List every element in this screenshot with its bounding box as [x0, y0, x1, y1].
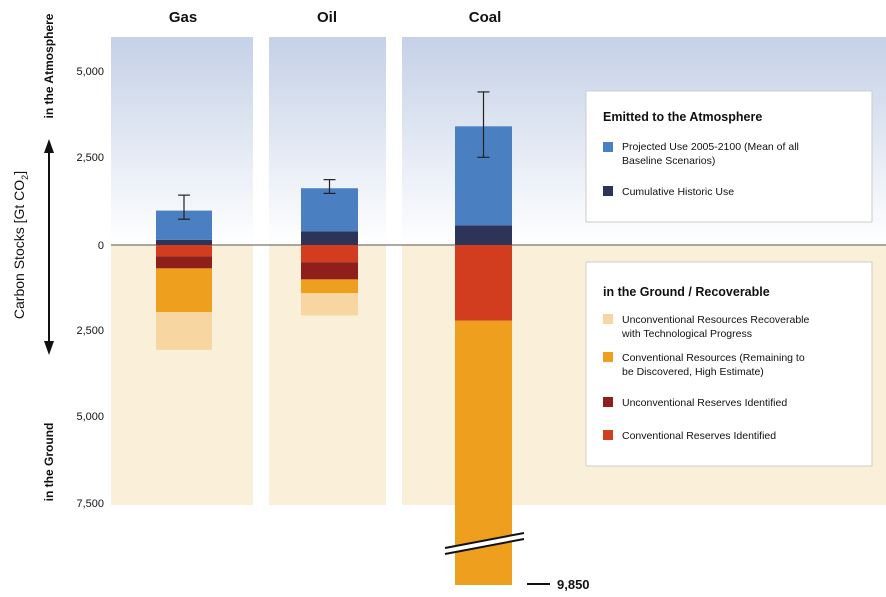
- arrow-head-up: [44, 139, 54, 153]
- axis-break-line: [444, 538, 525, 555]
- bar-segment-gas-cumulative-historic-use: [156, 239, 212, 245]
- bar-segment-coal-cumulative-historic-use: [455, 225, 512, 245]
- direction-arrow: [44, 139, 54, 355]
- legend-label-conv-reserves: Conventional Reserves Identified: [622, 430, 776, 442]
- ytick-label: 7,500: [76, 498, 104, 510]
- panel-title-gas: Gas: [169, 9, 197, 26]
- legend-swatch-conv-resources: [603, 352, 613, 362]
- y-axis-label-close: ]: [11, 171, 27, 175]
- panel-title-oil: Oil: [317, 9, 337, 26]
- bar-segment-oil-conventional-resources-remaining-to-be-discovered-high-estimate: [301, 279, 358, 294]
- coal-bottom-label: 9,850: [557, 577, 590, 592]
- arrow-head-down: [44, 341, 54, 355]
- legend-label-unconv-resources: Unconventional Resources Recoverable wit…: [621, 314, 812, 340]
- down-label: in the Ground: [42, 423, 56, 502]
- ytick-label: 2,500: [76, 152, 104, 164]
- legend-ground-title: in the Ground / Recoverable: [603, 285, 770, 299]
- axis-break-line: [444, 532, 525, 549]
- up-label: in the Atmosphere: [42, 13, 56, 118]
- legend-label-historic-use: Cumulative Historic Use: [622, 186, 734, 198]
- atmosphere-background: [111, 37, 253, 245]
- ytick-label: 5,000: [76, 66, 104, 78]
- y-axis-label-subscript: 2: [20, 175, 30, 180]
- bar-segment-gas-unconventional-resources-recoverable-with-technological-progress: [156, 312, 212, 350]
- legend-label-line: Conventional Resources (Remaining to: [622, 352, 805, 364]
- legend-label-line: be Discovered, High Estimate): [622, 366, 764, 378]
- y-axis-label: Carbon Stocks [Gt CO2]: [11, 171, 30, 319]
- y-axis-ticks: 5,000 2,500 0 2,500 5,000 7,500: [76, 66, 104, 510]
- bar-segment-oil-unconventional-resources-recoverable-with-technological-progress: [301, 293, 358, 316]
- legend-ground: in the Ground / Recoverable Unconvention…: [585, 261, 873, 467]
- bar-segment-oil-projected-use-2005-2100-mean-of-all-baseline-scenarios: [301, 188, 358, 232]
- bar-segment-gas-conventional-reserves-identified: [156, 245, 212, 257]
- axis-break-gap: [445, 533, 524, 554]
- bar-segment-oil-cumulative-historic-use: [301, 231, 358, 245]
- legend-label-line: with Technological Progress: [621, 328, 752, 340]
- bar-segment-gas-conventional-resources-remaining-to-be-discovered-high-estimate: [156, 268, 212, 313]
- bar-segment-coal-conventional-reserves-identified: [455, 245, 512, 321]
- bar-segment-oil-unconventional-reserves-identified: [301, 262, 358, 280]
- legend-swatch-unconv-reserves: [603, 397, 613, 407]
- legend-label-conv-resources: Conventional Resources (Remaining to be …: [622, 352, 808, 378]
- ytick-label: 2,500: [76, 325, 104, 337]
- legend-swatch-projected-use: [603, 142, 613, 152]
- legend-label-line: Projected Use 2005-2100 (Mean of all: [622, 141, 799, 153]
- legend-atmosphere: Emitted to the Atmosphere Projected Use …: [585, 90, 873, 223]
- legend-label-unconv-reserves: Unconventional Reserves Identified: [622, 397, 787, 409]
- legend-atmosphere-title: Emitted to the Atmosphere: [603, 110, 762, 124]
- bar-segment-gas-unconventional-reserves-identified: [156, 256, 212, 269]
- legend-swatch-unconv-resources: [603, 314, 613, 324]
- legend-label-line: Baseline Scenarios): [622, 155, 715, 167]
- legend-label-projected-use: Projected Use 2005-2100 (Mean of all Bas…: [622, 141, 802, 167]
- ytick-label: 5,000: [76, 411, 104, 423]
- bar-stacks: [156, 91, 525, 585]
- legend-swatch-historic-use: [603, 186, 613, 196]
- bar-segment-oil-conventional-reserves-identified: [301, 245, 358, 263]
- y-axis-label-main: Carbon Stocks [Gt CO: [11, 180, 27, 319]
- panel-title-coal: Coal: [469, 9, 502, 26]
- legend-label-line: Unconventional Resources Recoverable: [622, 314, 810, 326]
- legend-ground-box: [585, 261, 873, 467]
- ytick-label: 0: [98, 240, 104, 252]
- legend-atmosphere-box: [585, 90, 873, 223]
- legend-swatch-conv-reserves: [603, 430, 613, 440]
